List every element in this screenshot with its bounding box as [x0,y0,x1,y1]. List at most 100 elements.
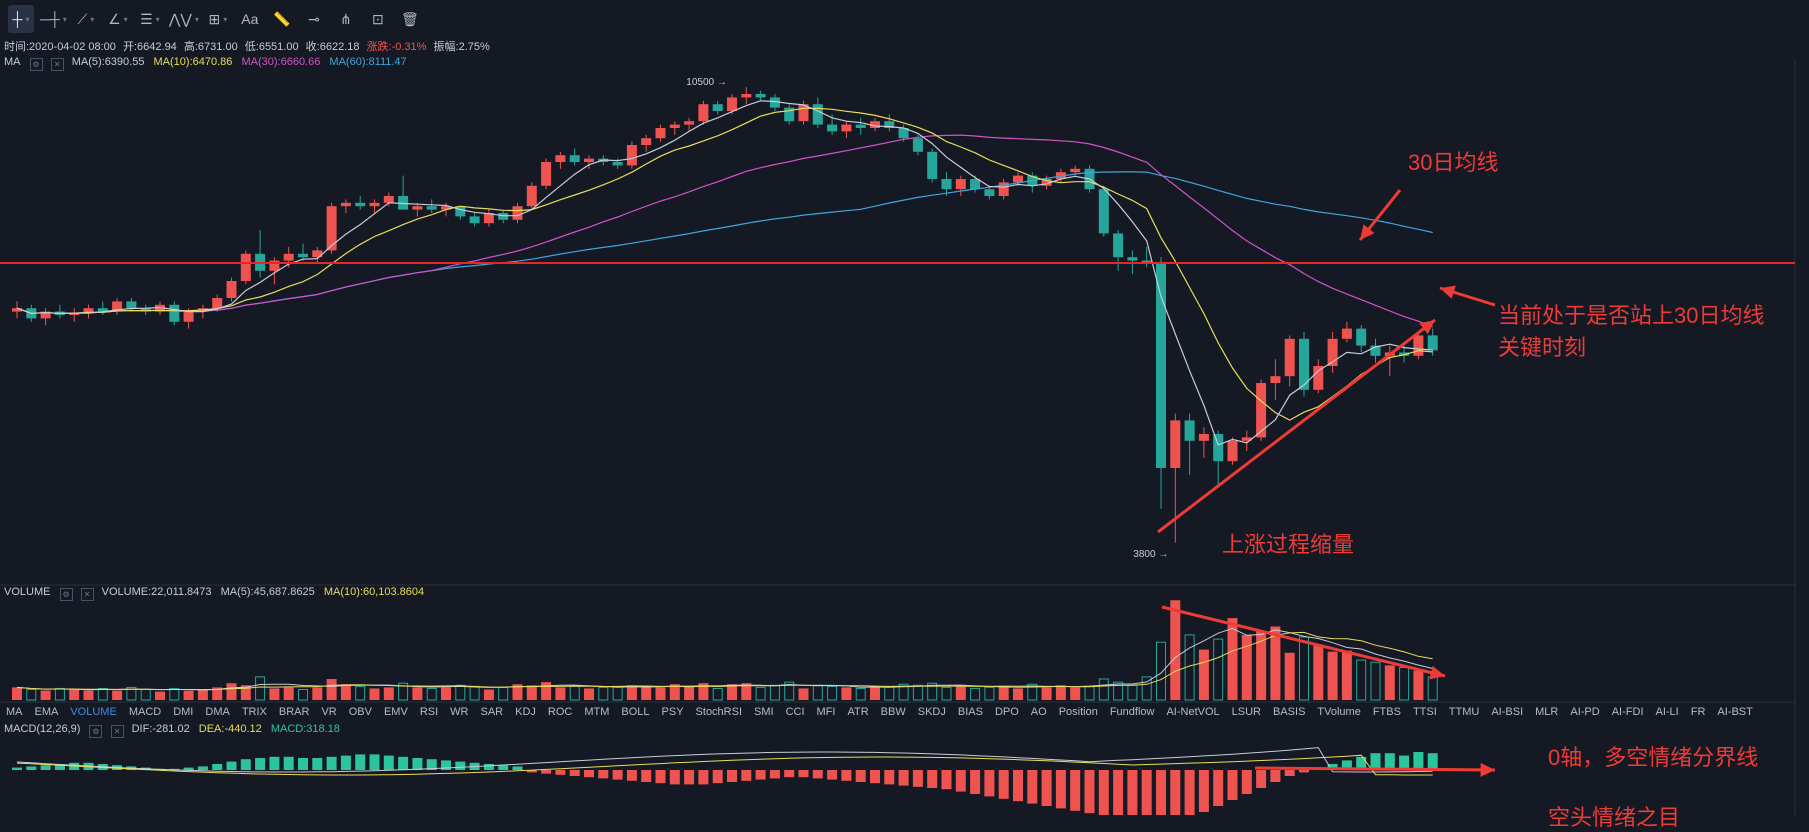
tab-roc[interactable]: ROC [547,706,573,718]
close-icon[interactable]: ✕ [50,58,64,71]
tab-lsur[interactable]: LSUR [1231,706,1261,718]
volume-bar [483,689,494,700]
tab-boll[interactable]: BOLL [621,706,650,718]
candle-body [1299,338,1309,390]
ma60-value: MA(60):8111.47 [329,56,407,68]
volume-bar [1027,683,1038,701]
close-icon[interactable]: ✕ [110,725,124,738]
tab-macd[interactable]: MACD [128,706,162,718]
chevron-down-icon[interactable]: ▾ [194,14,199,24]
tab-rsi[interactable]: RSI [419,706,439,718]
candle-body [1070,168,1081,173]
tab-ai-bsi[interactable]: AI-BSI [1491,706,1524,718]
tab-ma[interactable]: MA [6,706,23,718]
tab-ftbs[interactable]: FTBS [1372,706,1401,718]
tab-mfi[interactable]: MFI [816,706,836,718]
tab-basis[interactable]: BASIS [1273,706,1306,718]
fib-lines-icon[interactable]: ☰ ▾ [140,10,160,27]
tab-obv[interactable]: OBV [348,706,372,718]
settings-icon[interactable]: ⚙ [59,588,73,601]
tab-mtm[interactable]: MTM [584,706,610,718]
tab-cci[interactable]: CCI [785,706,805,718]
tab-skdj[interactable]: SKDJ [917,706,946,718]
tab-ai-fdi[interactable]: AI-FDI [1611,706,1644,718]
volume-bar [612,685,623,701]
macd-histogram-bar [655,770,666,784]
tab-stochrsi[interactable]: StochRSI [695,706,743,718]
tab-dmi[interactable]: DMI [173,706,194,718]
tab-ttmu[interactable]: TTMU [1448,706,1480,718]
tab-wr[interactable]: WR [450,706,469,718]
volume-bar [1227,618,1238,700]
crosshair-icon[interactable]: ┼ ▾ [8,5,34,33]
tab-bbw[interactable]: BBW [880,706,906,718]
tab-fundflow[interactable]: Fundflow [1109,706,1155,718]
tab-ai-netvol[interactable]: AI-NetVOL [1166,706,1220,718]
rectangle-tool-icon[interactable]: ⊞ ▾ [208,10,228,27]
volume-bar [712,687,723,701]
candle-body [827,124,838,132]
candle-body [398,196,409,210]
tab-kdj[interactable]: KDJ [515,706,536,718]
lock-icon[interactable]: ⊡ [371,10,384,27]
tab-dma[interactable]: DMA [205,706,230,718]
macd-histogram-bar [612,770,623,780]
tab-tvolume[interactable]: TVolume [1317,706,1361,718]
tab-bias[interactable]: BIAS [957,706,983,718]
tab-volume[interactable]: VOLUME [70,706,117,718]
tab-brar[interactable]: BRAR [278,706,310,718]
close-icon[interactable]: ✕ [80,588,94,601]
chevron-down-icon[interactable]: ▾ [25,14,30,24]
candle-body [1256,383,1267,438]
macd-histogram-bar [927,770,938,788]
measure-icon[interactable]: ⊸ [307,10,320,27]
angle-tool-icon[interactable]: ∠ ▾ [108,10,128,27]
volume-bar [1198,649,1209,700]
wave-tool-icon[interactable]: ⋀⋁ ▾ [168,10,199,27]
ma-legend-label: MA [4,56,21,68]
volume-bar [126,686,137,701]
tab-ai-bst[interactable]: AI-BST [1717,706,1753,718]
tab-emv[interactable]: EMV [383,706,408,718]
tab-position[interactable]: Position [1058,706,1098,718]
tab-ema[interactable]: EMA [34,706,59,718]
tab-psy[interactable]: PSY [661,706,684,718]
volume-bar [1127,684,1138,701]
candle-body [355,202,366,207]
volume-bar [197,689,208,700]
magnet-icon[interactable]: ⋔ [339,10,352,27]
settings-icon[interactable]: ⚙ [29,58,43,71]
trend-line-icon[interactable]: ⟋ ▾ [77,10,95,27]
tab-dpo[interactable]: DPO [994,706,1019,718]
tab-ttsi[interactable]: TTSI [1412,706,1437,718]
candle-body [1327,338,1338,366]
horizontal-line-icon[interactable]: ─┼ ▾ [40,11,67,27]
tab-smi[interactable]: SMI [754,706,774,718]
volume-bar [441,687,451,700]
chevron-down-icon[interactable]: ▾ [155,14,160,24]
text-tool-icon[interactable]: Aa [241,11,259,27]
tab-sar[interactable]: SAR [480,706,504,718]
trash-icon[interactable]: 🗑 [400,10,419,27]
macd-histogram-bar [1256,770,1267,788]
candle-body [669,124,680,128]
macd-histogram-bar [526,770,537,773]
settings-icon[interactable]: ⚙ [89,725,103,738]
candle-body [1227,440,1238,462]
tab-trix[interactable]: TRIX [241,706,267,718]
chevron-down-icon[interactable]: ▾ [123,14,128,24]
tab-ai-pd[interactable]: AI-PD [1570,706,1600,718]
tab-atr[interactable]: ATR [847,706,869,718]
tab-ao[interactable]: AO [1030,706,1047,718]
volume-bar [1256,630,1267,700]
chevron-down-icon[interactable]: ▾ [223,14,228,24]
tab-mlr[interactable]: MLR [1535,706,1559,718]
ruler-icon[interactable]: 📏 [273,10,291,27]
tab-vr[interactable]: VR [321,706,337,718]
chevron-down-icon[interactable]: ▾ [62,14,67,24]
volume-bar [169,687,180,701]
tab-ai-li[interactable]: AI-LI [1655,706,1679,718]
candlestick-chart[interactable]: 10500 → 3800 → [0,0,1809,815]
tab-fr[interactable]: FR [1690,706,1706,718]
chevron-down-icon[interactable]: ▾ [90,14,95,24]
